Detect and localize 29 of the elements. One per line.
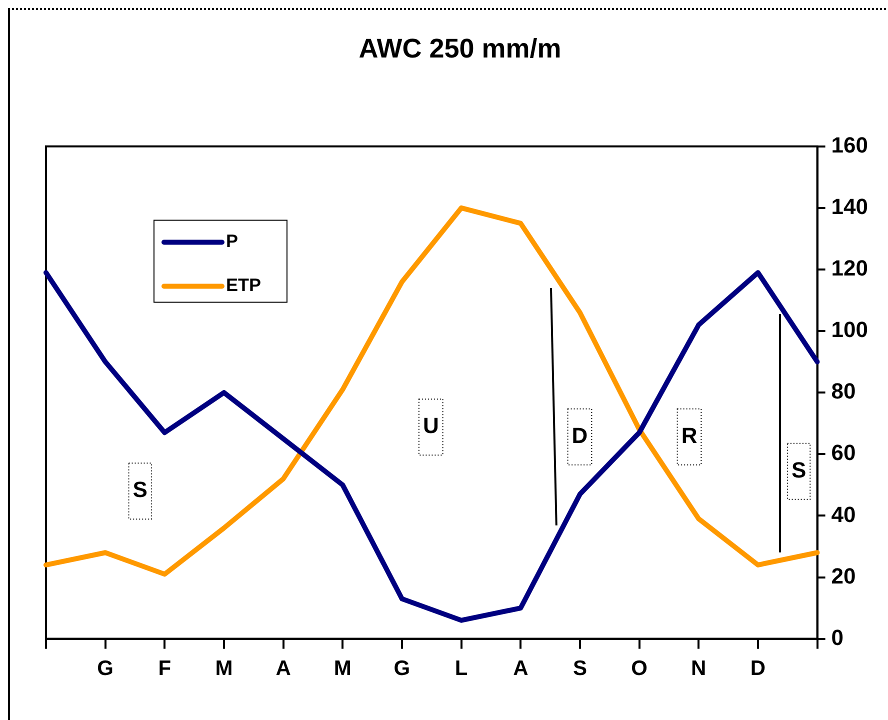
x-tick-label: S [572,657,587,680]
legend-label: ETP [226,275,261,296]
legend-label: P [226,231,238,252]
x-tick-label: M [215,657,233,680]
y-tick-label: 60 [831,440,856,466]
y-tick-label: 0 [831,624,844,650]
x-tick-label: D [750,657,766,680]
y-tick-label: 40 [831,502,856,527]
x-tick-label: M [334,657,352,680]
x-tick-label: L [454,657,468,680]
chart-title: AWC 250 mm/m [358,34,562,64]
annotation: D [572,422,588,448]
annotation: R [681,422,698,448]
y-tick-label: 80 [831,378,856,404]
x-tick-label: A [276,657,291,680]
y-tick-label: 120 [831,256,868,281]
annotation: S [791,457,806,482]
y-tick-label: 20 [831,563,856,588]
x-tick-label: A [513,657,528,680]
y-tick-label: 100 [831,317,868,342]
annotation: U [422,413,439,438]
x-tick-label: G [394,657,410,680]
x-tick-label: O [631,657,648,680]
y-tick-label: 140 [831,194,868,220]
x-tick-label: G [97,657,114,680]
x-tick-label: N [691,657,706,680]
annotation: S [132,477,148,502]
x-tick-label: F [158,657,172,680]
y-tick-label: 160 [831,132,868,158]
